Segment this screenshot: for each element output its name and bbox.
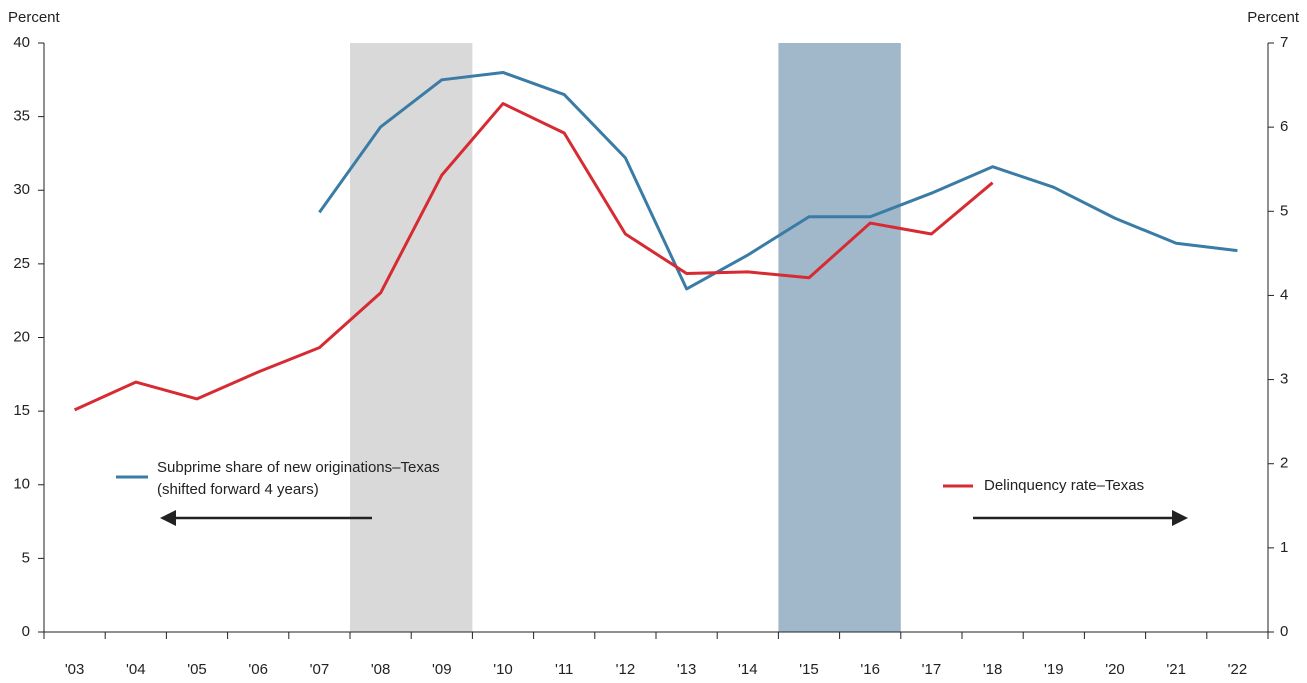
x-tick-label: '15 bbox=[799, 661, 819, 678]
legend-note: (shifted forward 4 years) bbox=[157, 481, 319, 498]
x-tick-label: '12 bbox=[616, 661, 636, 678]
y-tick-label: 35 bbox=[13, 108, 30, 125]
x-tick-label: '21 bbox=[1166, 661, 1186, 678]
arrow-right bbox=[973, 510, 1188, 526]
x-tick-label: '16 bbox=[860, 661, 880, 678]
y2-tick-label: 3 bbox=[1280, 371, 1288, 388]
x-tick-label: '20 bbox=[1105, 661, 1125, 678]
y2-tick-label: 1 bbox=[1280, 539, 1288, 556]
y2-tick-label: 2 bbox=[1280, 455, 1288, 472]
y-tick-label: 0 bbox=[22, 623, 30, 640]
y2-tick-label: 0 bbox=[1280, 623, 1288, 640]
y-tick-label: 20 bbox=[13, 328, 30, 345]
y2-tick-label: 5 bbox=[1280, 202, 1288, 219]
y2-tick-label: 6 bbox=[1280, 118, 1288, 135]
y2-tick-label: 4 bbox=[1280, 286, 1288, 303]
shaded-band bbox=[778, 43, 901, 632]
x-tick-label: '18 bbox=[983, 661, 1003, 678]
x-tick-label: '13 bbox=[677, 661, 697, 678]
x-tick-label: '04 bbox=[126, 661, 146, 678]
y-tick-label: 30 bbox=[13, 181, 30, 198]
line-series bbox=[73, 102, 994, 412]
shaded-band bbox=[350, 43, 473, 632]
y-tick-label: 5 bbox=[22, 549, 30, 566]
arrow-left bbox=[160, 510, 372, 526]
y-tick-label: 25 bbox=[13, 255, 30, 272]
x-tick-label: '06 bbox=[248, 661, 268, 678]
x-tick-label: '10 bbox=[493, 661, 513, 678]
y-tick-label: 10 bbox=[13, 476, 30, 493]
y-tick-label: 40 bbox=[13, 34, 30, 51]
line-series bbox=[318, 70, 1238, 291]
y2-axis-label: Percent bbox=[1247, 9, 1300, 26]
legend-label: Subprime share of new originations–Texas bbox=[157, 459, 440, 476]
x-tick-label: '08 bbox=[371, 661, 391, 678]
x-tick-label: '19 bbox=[1044, 661, 1064, 678]
bands bbox=[350, 43, 901, 632]
x-tick-label: '17 bbox=[922, 661, 942, 678]
legend-label: Delinquency rate–Texas bbox=[984, 477, 1144, 494]
x-tick-label: '11 bbox=[555, 661, 573, 678]
x-tick-label: '09 bbox=[432, 661, 452, 678]
y-axis-label: Percent bbox=[8, 9, 61, 26]
x-tick-label: '05 bbox=[187, 661, 207, 678]
y-tick-label: 15 bbox=[13, 402, 30, 419]
x-tick-label: '14 bbox=[738, 661, 758, 678]
x-tick-label: '22 bbox=[1228, 661, 1248, 678]
x-tick-label: '07 bbox=[310, 661, 330, 678]
y2-tick-label: 7 bbox=[1280, 34, 1288, 51]
x-tick-label: '03 bbox=[65, 661, 85, 678]
